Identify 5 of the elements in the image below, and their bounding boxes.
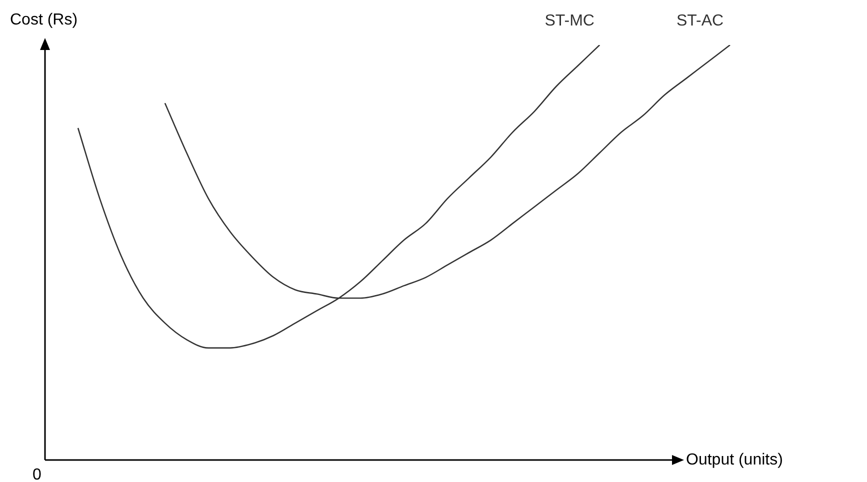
y-axis-title: Cost (Rs): [10, 11, 78, 28]
series-label: ST-AC: [676, 12, 724, 30]
series-label: ST-MC: [544, 12, 594, 30]
text: 0: [32, 466, 42, 482]
x-axis-title: Output (units): [686, 451, 783, 468]
